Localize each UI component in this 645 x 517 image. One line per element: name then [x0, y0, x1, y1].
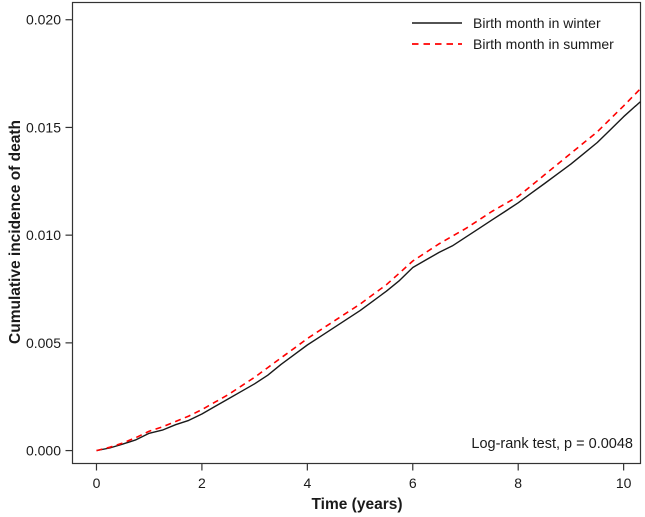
x-tick-label: 0 — [93, 475, 101, 491]
legend: Birth month in winter Birth month in sum… — [412, 15, 614, 52]
y-tick-label: 0.000 — [26, 443, 61, 459]
axes-layer: 0 2 4 6 8 10 0.000 0.005 0.010 0.015 0.020 — [26, 12, 632, 491]
y-tick-label: 0.010 — [26, 227, 61, 243]
plot-frame — [71, 1, 642, 465]
summer-series-line — [96, 88, 642, 452]
legend-winter-label: Birth month in winter — [473, 15, 601, 31]
y-tick-label: 0.015 — [26, 119, 61, 135]
legend-summer-label: Birth month in summer — [473, 36, 614, 52]
log-rank-annotation: Log-rank test, p = 0.0048 — [471, 436, 633, 452]
x-tick-label: 10 — [616, 475, 632, 491]
y-axis-title: Cumulative incidence of death — [7, 120, 24, 344]
x-tick-label: 6 — [409, 475, 417, 491]
x-tick-label: 4 — [303, 475, 311, 491]
x-tick-label: 8 — [514, 475, 522, 491]
winter-series-line — [96, 101, 641, 452]
x-axis-title: Time (years) — [311, 496, 402, 513]
y-tick-label: 0.020 — [26, 12, 61, 28]
x-tick-label: 2 — [198, 475, 206, 491]
y-tick-label: 0.005 — [26, 335, 61, 351]
